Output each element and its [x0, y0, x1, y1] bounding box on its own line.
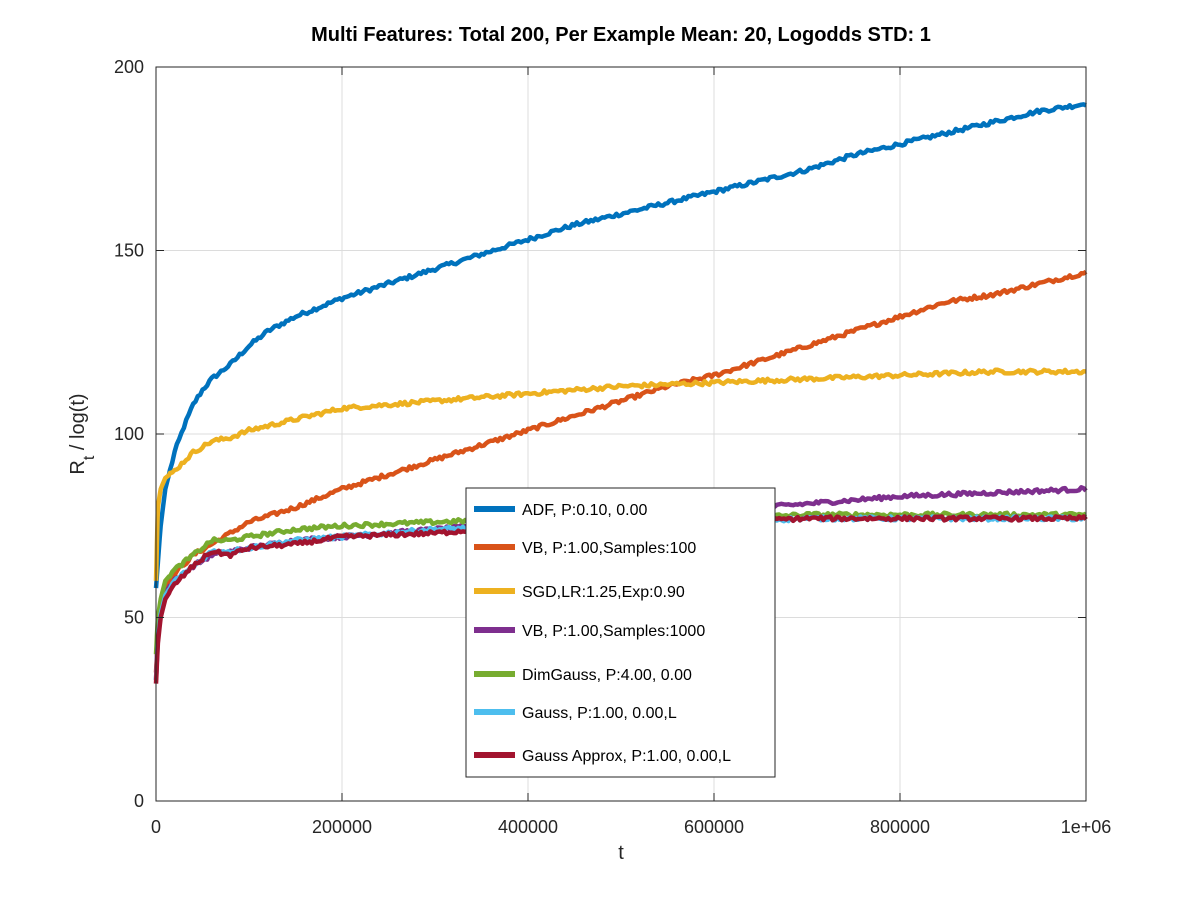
- y-tick-label: 150: [114, 241, 144, 261]
- x-tick-label: 800000: [870, 817, 930, 837]
- legend-label: Gauss, P:1.00, 0.00,L: [522, 705, 677, 722]
- legend-label: ADF, P:0.10, 0.00: [522, 502, 648, 519]
- x-tick-label: 1e+06: [1061, 817, 1112, 837]
- legend-box: [465, 487, 776, 778]
- legend-label: VB, P:1.00,Samples:1000: [522, 623, 705, 640]
- y-tick-label: 50: [124, 608, 144, 628]
- x-tick-label: 400000: [498, 817, 558, 837]
- x-tick-label: 200000: [312, 817, 372, 837]
- x-tick-label: 0: [151, 817, 161, 837]
- legend: ADF, P:0.10, 0.00 VB, P:1.00,Samples:100 S…: [465, 487, 776, 778]
- y-axis-label-rest: / log(t): [67, 393, 89, 455]
- legend-label: VB, P:1.00,Samples:100: [522, 540, 696, 557]
- x-tick-label: 600000: [684, 817, 744, 837]
- chart-title: Multi Features: Total 200, Per Example M…: [311, 24, 931, 46]
- series-line: [153, 367, 1087, 581]
- legend-label: DimGauss, P:4.00, 0.00: [522, 667, 692, 684]
- series-line: [153, 269, 1088, 673]
- legend-label: SGD,LR:1.25,Exp:0.90: [522, 584, 685, 601]
- y-axis-label-main: R: [67, 460, 89, 474]
- y-axis-label-subscript: t: [81, 455, 98, 460]
- y-axis-label: Rt / log(t): [67, 393, 98, 474]
- axis-ticks: 0 200000 400000 600000 800000 1e+06 0 50 100 150 2…: [114, 57, 1111, 837]
- y-tick-label: 200: [114, 57, 144, 77]
- series-line: [153, 102, 1087, 589]
- x-axis-label: t: [618, 842, 624, 864]
- legend-label: Gauss Approx, P:1.00, 0.00,L: [522, 748, 731, 765]
- svg-text:Rt / log(t): Rt / log(t): [67, 393, 98, 474]
- y-tick-label: 0: [134, 791, 144, 811]
- y-tick-label: 100: [114, 424, 144, 444]
